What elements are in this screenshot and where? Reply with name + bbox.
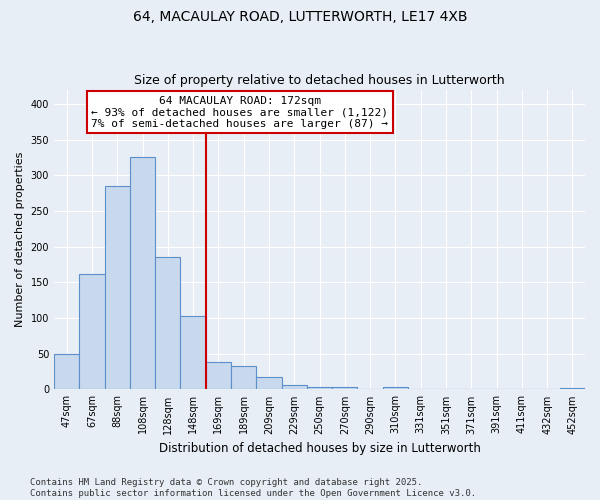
Bar: [206, 362, 231, 390]
Y-axis label: Number of detached properties: Number of detached properties: [15, 152, 25, 327]
Bar: [332, 388, 358, 390]
Bar: [281, 385, 307, 390]
Bar: [104, 186, 130, 390]
Bar: [256, 376, 281, 390]
Bar: [307, 388, 332, 390]
Bar: [130, 158, 155, 390]
Bar: [54, 354, 79, 390]
Bar: [181, 316, 206, 390]
Bar: [155, 258, 181, 390]
Bar: [560, 388, 585, 390]
Text: 64 MACAULAY ROAD: 172sqm
← 93% of detached houses are smaller (1,122)
7% of semi: 64 MACAULAY ROAD: 172sqm ← 93% of detach…: [91, 96, 388, 129]
Bar: [231, 366, 256, 390]
Bar: [79, 274, 104, 390]
Title: Size of property relative to detached houses in Lutterworth: Size of property relative to detached ho…: [134, 74, 505, 87]
Text: 64, MACAULAY ROAD, LUTTERWORTH, LE17 4XB: 64, MACAULAY ROAD, LUTTERWORTH, LE17 4XB: [133, 10, 467, 24]
X-axis label: Distribution of detached houses by size in Lutterworth: Distribution of detached houses by size …: [158, 442, 481, 455]
Bar: [383, 388, 408, 390]
Text: Contains HM Land Registry data © Crown copyright and database right 2025.
Contai: Contains HM Land Registry data © Crown c…: [30, 478, 476, 498]
